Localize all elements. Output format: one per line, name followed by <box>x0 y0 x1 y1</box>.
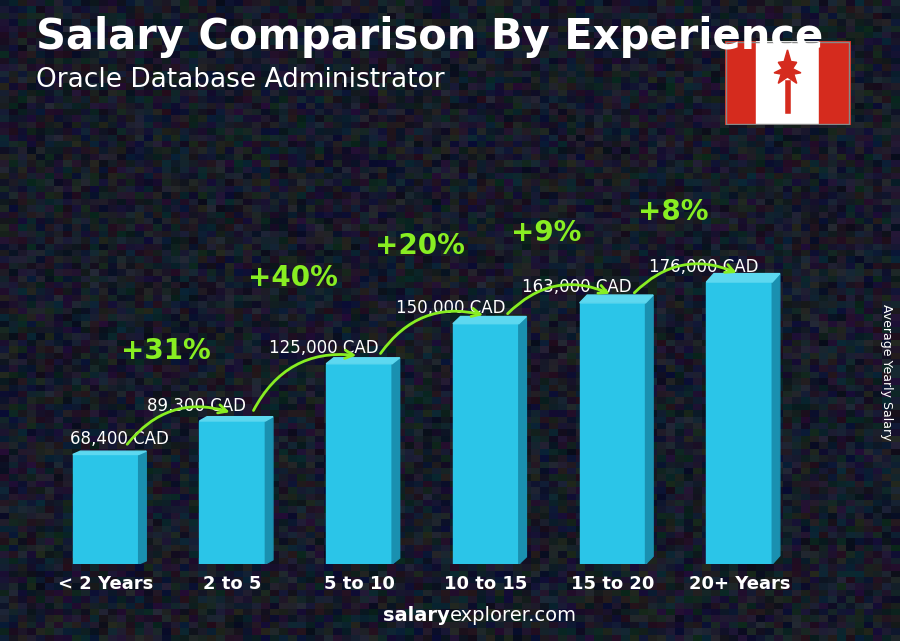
Polygon shape <box>580 303 645 564</box>
Polygon shape <box>772 274 779 564</box>
Polygon shape <box>580 295 653 303</box>
Polygon shape <box>392 358 400 564</box>
Text: +8%: +8% <box>638 198 708 226</box>
Text: 163,000 CAD: 163,000 CAD <box>522 278 632 296</box>
Polygon shape <box>645 295 653 564</box>
Polygon shape <box>73 451 146 454</box>
Text: 68,400 CAD: 68,400 CAD <box>70 430 169 448</box>
Text: 176,000 CAD: 176,000 CAD <box>649 258 759 276</box>
Text: +9%: +9% <box>511 219 581 247</box>
Text: Oracle Database Administrator: Oracle Database Administrator <box>36 67 445 94</box>
Polygon shape <box>518 317 526 564</box>
Polygon shape <box>706 274 779 282</box>
Bar <box>724 41 756 126</box>
Text: 125,000 CAD: 125,000 CAD <box>269 339 379 358</box>
Polygon shape <box>453 317 526 324</box>
Polygon shape <box>266 417 273 564</box>
Polygon shape <box>326 358 400 363</box>
Bar <box>756 41 819 126</box>
Polygon shape <box>200 417 273 421</box>
Text: 150,000 CAD: 150,000 CAD <box>396 299 505 317</box>
Text: Average Yearly Salary: Average Yearly Salary <box>880 304 893 440</box>
Text: +40%: +40% <box>248 263 338 292</box>
Text: salary: salary <box>383 606 450 625</box>
Text: 89,300 CAD: 89,300 CAD <box>148 397 247 415</box>
Polygon shape <box>139 451 146 564</box>
Text: +20%: +20% <box>374 231 464 260</box>
Polygon shape <box>774 50 801 83</box>
Polygon shape <box>73 454 139 564</box>
Text: Salary Comparison By Experience: Salary Comparison By Experience <box>36 16 824 58</box>
Bar <box>819 41 850 126</box>
Text: +31%: +31% <box>122 337 212 365</box>
Polygon shape <box>453 324 518 564</box>
Polygon shape <box>326 363 392 564</box>
Text: explorer.com: explorer.com <box>450 606 577 625</box>
Polygon shape <box>200 421 266 564</box>
Polygon shape <box>706 282 772 564</box>
